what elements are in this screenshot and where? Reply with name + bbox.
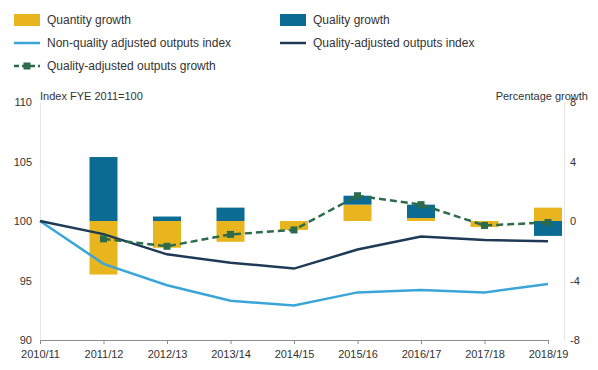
- legend-label: Quality-adjusted outputs growth: [47, 59, 216, 73]
- tick-label: 2015/16: [338, 348, 378, 360]
- legend-swatch: [280, 14, 306, 26]
- bar: [153, 217, 181, 221]
- legend: Quantity growth Quality growth Non-quality…: [14, 13, 474, 73]
- chart: 9095100105110-8-40482010/112011/122012/1…: [0, 0, 598, 370]
- bar: [280, 221, 308, 222]
- tick-label: 100: [14, 215, 32, 227]
- tick-label: 4: [570, 156, 576, 168]
- axis-line: [564, 103, 565, 341]
- marker: [481, 222, 488, 229]
- legend-item: Quality-adjusted outputs index: [280, 36, 474, 50]
- bar: [90, 157, 118, 221]
- marker: [418, 201, 425, 208]
- tick-mark: [167, 340, 168, 344]
- tick: 105: [14, 156, 40, 168]
- tick: 2012/13: [148, 340, 188, 360]
- tick-label: 90: [20, 334, 32, 346]
- y-axis: 90 95 100 105 110: [14, 96, 41, 346]
- legend-label: Quality-adjusted outputs index: [313, 36, 474, 50]
- tick-mark: [231, 340, 232, 344]
- tick: 95: [20, 275, 40, 287]
- tick: 2011/12: [85, 340, 124, 360]
- tick-label: -4: [570, 275, 580, 287]
- marker: [100, 235, 107, 242]
- legend-item: Quality-adjusted outputs growth: [14, 59, 216, 73]
- line: [40, 221, 548, 269]
- tick-mark: [294, 340, 295, 344]
- tick-label: 2016/17: [402, 348, 442, 360]
- tick-label: 2010/11: [21, 348, 60, 360]
- tick: -4: [564, 275, 580, 287]
- tick: 110: [14, 96, 40, 108]
- tick: 2013/14: [211, 340, 251, 360]
- tick: 90: [20, 334, 40, 346]
- tick-label: 2017/18: [465, 348, 505, 360]
- tick-label: 105: [14, 156, 32, 168]
- x-axis: 2010/11 2011/12 2012/13 2013/14 2014/15 2015/…: [21, 340, 568, 360]
- bar: [217, 221, 245, 242]
- legend-item: Quality growth: [280, 13, 390, 27]
- tick: -8: [564, 334, 580, 346]
- tick-mark: [358, 340, 359, 344]
- tick-label: 2012/13: [148, 348, 188, 360]
- tick-label: 110: [14, 96, 32, 108]
- tick-mark: [40, 340, 41, 344]
- tick-label: 0: [570, 215, 576, 227]
- bar: [217, 208, 245, 221]
- legend-swatch: [280, 42, 306, 45]
- marker: [354, 192, 361, 199]
- tick-label: 2018/19: [529, 348, 569, 360]
- bar: [471, 221, 499, 222]
- tick: 0: [564, 215, 576, 227]
- legend-item: Non-quality adjusted outputs index: [14, 36, 231, 50]
- tick: 100: [14, 215, 40, 227]
- bar: [407, 218, 435, 221]
- marker: [227, 231, 234, 238]
- legend-swatch: [14, 14, 40, 26]
- tick: 2016/17: [402, 340, 442, 360]
- legend-item: Quantity growth: [14, 13, 131, 27]
- axis-title: Index FYE 2011=100: [40, 90, 143, 102]
- legend-label: Quality growth: [313, 13, 390, 27]
- tick: 2018/19: [529, 340, 569, 360]
- plot-area: [40, 157, 562, 305]
- tick-label: 2013/14: [211, 348, 251, 360]
- legend-label: Quantity growth: [47, 13, 131, 27]
- tick-mark: [421, 340, 422, 344]
- line: [104, 196, 549, 247]
- legend-label: Non-quality adjusted outputs index: [47, 36, 231, 50]
- tick-mark: [548, 340, 549, 344]
- tick: 2015/16: [338, 340, 378, 360]
- axis-title: Percentage growth: [496, 90, 588, 102]
- marker: [164, 243, 171, 250]
- legend-marker: [24, 63, 31, 70]
- tick: 2017/18: [465, 340, 505, 360]
- tick-label: -8: [570, 334, 580, 346]
- tick-label: 2011/12: [85, 348, 124, 360]
- line: [40, 221, 548, 305]
- tick: 2014/15: [275, 340, 315, 360]
- tick-mark: [485, 340, 486, 344]
- marker: [291, 226, 298, 233]
- tick-label: 2014/15: [275, 348, 315, 360]
- marker: [545, 219, 552, 226]
- tick: 4: [564, 156, 576, 168]
- tick-mark: [104, 340, 105, 344]
- bar: [344, 205, 372, 221]
- tick-label: 95: [20, 275, 32, 287]
- legend-swatch: [14, 42, 40, 45]
- y2-axis: -8-4048: [564, 96, 580, 346]
- tick: 2010/11: [21, 340, 60, 360]
